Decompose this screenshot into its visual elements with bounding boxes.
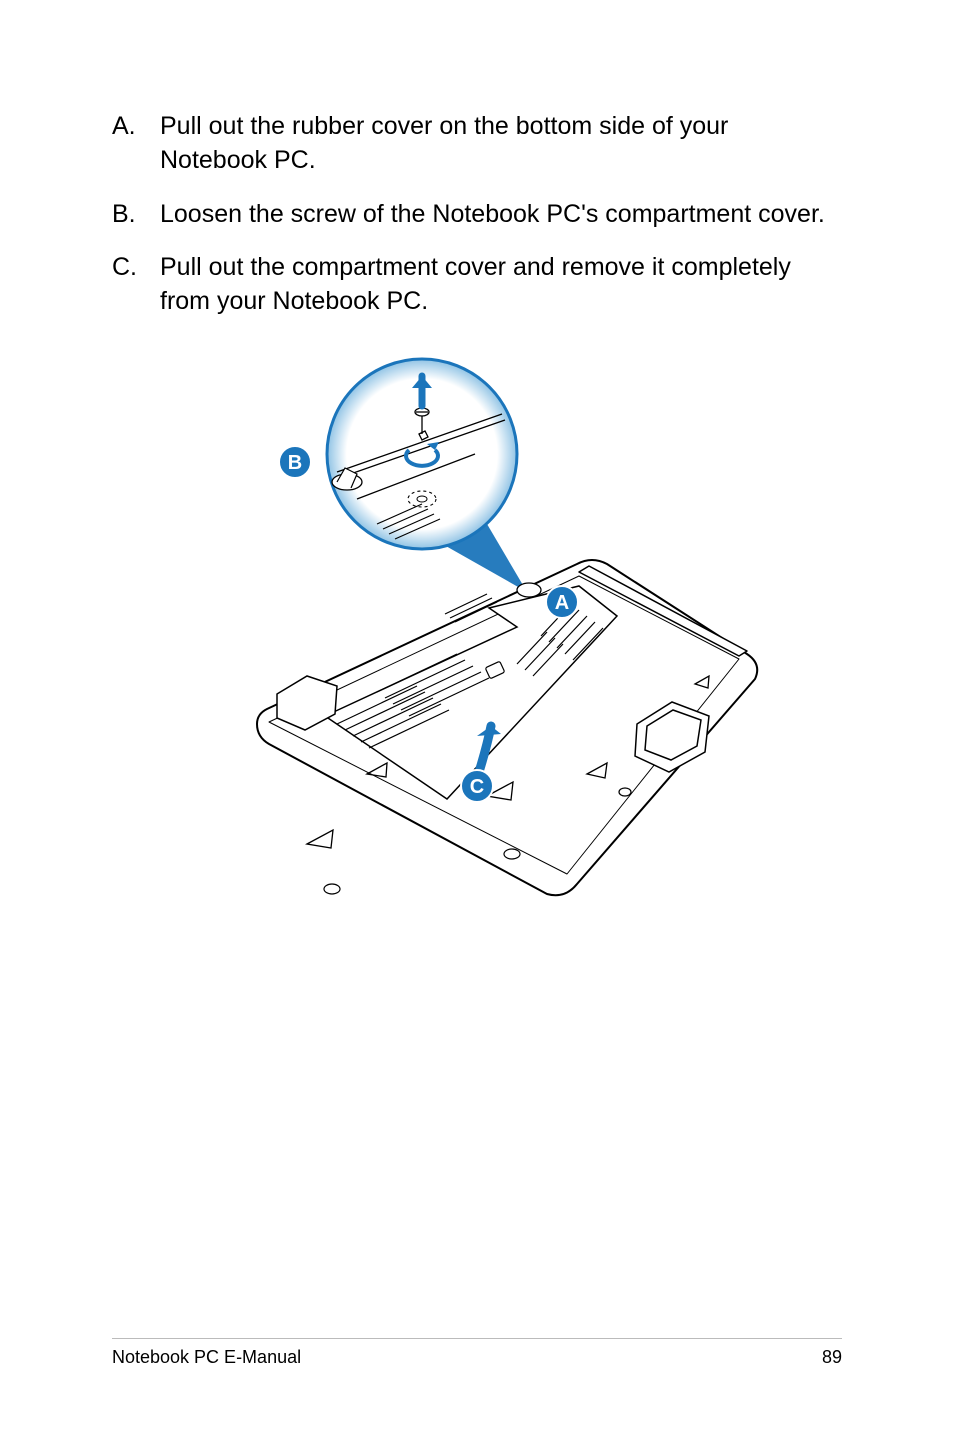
figure-container: A C: [112, 354, 842, 974]
laptop-underside-diagram: A C: [187, 354, 767, 974]
instruction-item: C. Pull out the compartment cover and re…: [112, 251, 842, 319]
callout-C-label: C: [470, 776, 484, 798]
footer-page-number: 89: [822, 1347, 842, 1368]
instruction-item: B. Loosen the screw of the Notebook PC's…: [112, 198, 842, 232]
callout-C: C: [461, 770, 493, 802]
manual-page: A. Pull out the rubber cover on the bott…: [0, 0, 954, 1438]
step-letter: A.: [112, 110, 160, 178]
page-footer: Notebook PC E-Manual 89: [112, 1338, 842, 1368]
step-text: Pull out the compartment cover and remov…: [160, 251, 842, 319]
rubber-cover-A: [517, 583, 541, 597]
instruction-list: A. Pull out the rubber cover on the bott…: [112, 110, 842, 319]
callout-B-label: B: [288, 452, 302, 474]
step-text: Pull out the rubber cover on the bottom …: [160, 110, 842, 178]
callout-A-label: A: [555, 592, 569, 614]
footer-title: Notebook PC E-Manual: [112, 1347, 301, 1368]
step-text: Loosen the screw of the Notebook PC's co…: [160, 198, 842, 232]
zoom-bubble: [327, 359, 517, 549]
instruction-item: A. Pull out the rubber cover on the bott…: [112, 110, 842, 178]
step-letter: B.: [112, 198, 160, 232]
callout-A: A: [546, 586, 578, 618]
step-letter: C.: [112, 251, 160, 319]
callout-B: B: [279, 446, 311, 478]
